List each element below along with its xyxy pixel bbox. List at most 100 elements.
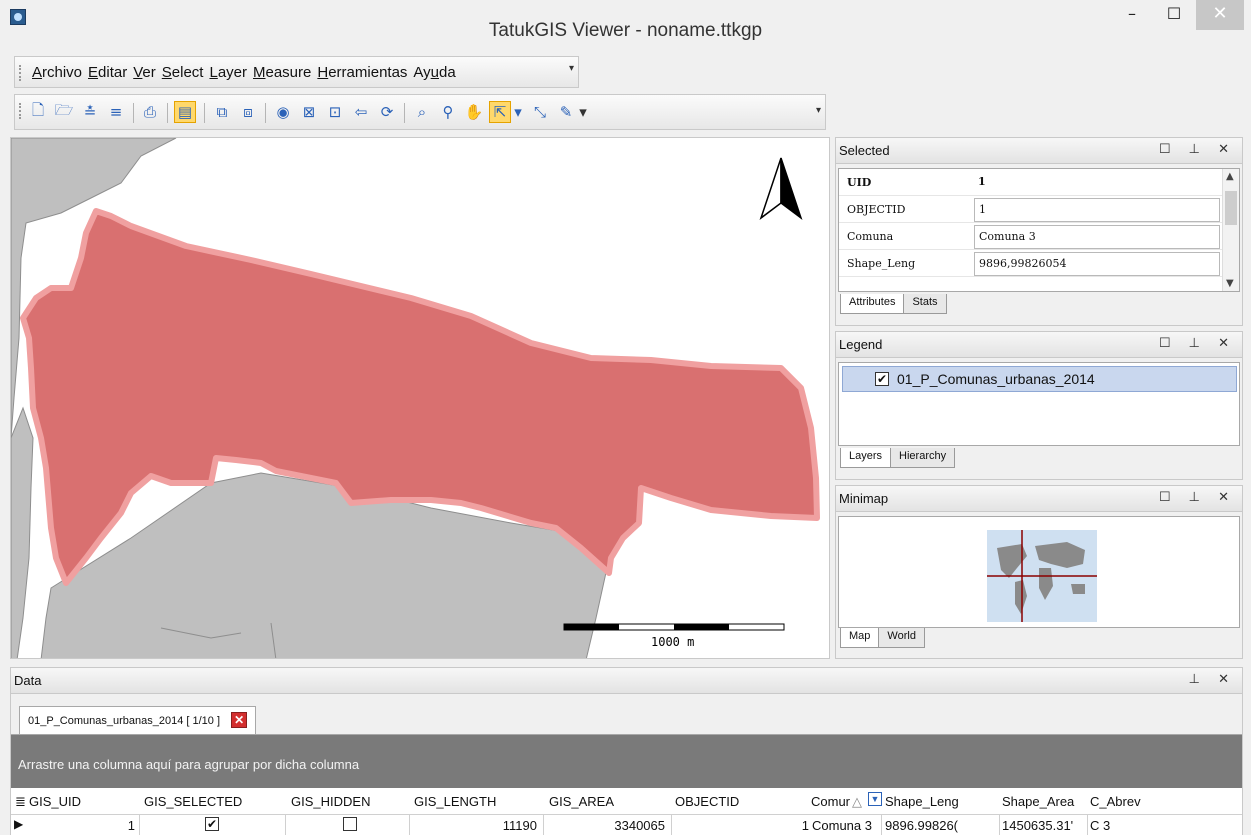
main-toolbar: 🗋 🗁 ≛ ≡ ⎙ ▤ ⧉ ⧈ ◉ ⊠ ⊡ ⇦ ⟳ ⌕ ⚲ ✋ ⇱ ▾ ⤡ ✎ … xyxy=(14,94,826,130)
attr-value-field[interactable]: 1 xyxy=(974,198,1220,222)
column-header-comuna[interactable]: Comur xyxy=(811,794,851,809)
menu-ayuda[interactable]: Ayuda xyxy=(413,63,456,81)
panel-controls[interactable]: ☐ ⊥ ✕ xyxy=(1158,336,1236,351)
export-icon[interactable]: ⧈ xyxy=(243,103,253,121)
layer-data-tab[interactable]: 01_P_Comunas_urbanas_2014 [ 1/10 ] ✕ xyxy=(19,706,257,734)
cell-shape-area[interactable]: 1450635.31' xyxy=(1002,818,1074,833)
tab-world[interactable]: World xyxy=(878,628,925,648)
column-header-c-abrev[interactable]: C_Abrev xyxy=(1090,794,1141,809)
tab-hierarchy[interactable]: Hierarchy xyxy=(890,448,956,468)
edit-properties-icon[interactable]: ▤ xyxy=(174,101,196,123)
close-button[interactable]: ✕ xyxy=(1196,0,1244,30)
column-headers: ≣ GIS_UID GIS_SELECTED GIS_HIDDEN GIS_LE… xyxy=(11,791,1242,813)
toolbar-overflow-icon[interactable]: ▾ xyxy=(815,105,821,116)
menu-ver[interactable]: Ver xyxy=(133,63,156,81)
attributes-grid: UID 1 OBJECTID 1 Comuna Comuna 3 Shape_L… xyxy=(838,168,1240,292)
zoom-extent-icon[interactable]: ⊠ xyxy=(302,103,316,121)
sort-asc-icon[interactable]: △ xyxy=(852,794,862,809)
cell-c-abrev[interactable]: C 3 xyxy=(1090,818,1111,833)
group-by-area[interactable]: Arrastre una columna aquí para agrupar p… xyxy=(11,735,1242,788)
column-header-gis-length[interactable]: GIS_LENGTH xyxy=(414,794,497,809)
menu-select[interactable]: Select xyxy=(161,63,204,81)
pan-hand-icon[interactable]: ✋ xyxy=(464,103,484,121)
selected-commune-polygon[interactable] xyxy=(20,208,820,586)
cell-gis-length[interactable]: 11190 xyxy=(502,818,537,833)
refresh-icon[interactable]: ⟳ xyxy=(380,103,394,121)
data-panel-title: Data xyxy=(14,673,42,688)
menubar-grip[interactable] xyxy=(19,65,22,81)
attr-row-objectid: OBJECTID 1 xyxy=(839,196,1223,223)
copy-icon[interactable]: ⧉ xyxy=(216,103,228,121)
select-arrow-icon[interactable]: ⇱ xyxy=(489,101,511,123)
add-layer-icon[interactable]: ≛ xyxy=(83,103,97,121)
select-tool-icon[interactable]: ⤡ xyxy=(533,103,546,121)
menu-measure[interactable]: Measure xyxy=(253,63,312,81)
magnifier-icon[interactable]: ⚲ xyxy=(442,103,454,121)
minimize-button[interactable]: – xyxy=(1128,4,1136,23)
globe-icon[interactable]: ◉ xyxy=(276,103,290,121)
measure-pencil-icon[interactable]: ✎ xyxy=(559,103,573,121)
column-header-shape-leng[interactable]: Shape_Leng xyxy=(885,794,959,809)
attr-value-field[interactable]: Comuna 3 xyxy=(974,225,1220,249)
scroll-thumb[interactable] xyxy=(1225,191,1237,225)
menubar-overflow-icon[interactable]: ▾ xyxy=(568,63,574,74)
measure-dropdown-icon[interactable]: ▾ xyxy=(579,103,587,121)
column-header-gis-hidden[interactable]: GIS_HIDDEN xyxy=(291,794,371,809)
cell-shape-leng[interactable]: 9896.99826( xyxy=(885,818,959,833)
menu-editar[interactable]: Editar xyxy=(88,63,128,81)
tab-attributes[interactable]: Attributes xyxy=(840,294,905,314)
column-header-objectid[interactable]: OBJECTID xyxy=(675,794,740,809)
legend-layer-row[interactable]: ✔ 01_P_Comunas_urbanas_2014 xyxy=(842,366,1237,392)
minimap-world[interactable] xyxy=(987,530,1097,622)
gis-selected-checkbox[interactable]: ✔ xyxy=(205,817,219,831)
layer-name: 01_P_Comunas_urbanas_2014 xyxy=(897,371,1095,387)
panel-controls[interactable]: ☐ ⊥ ✕ xyxy=(1158,142,1236,157)
table-row[interactable]: ▶ 1 ✔ 11190 3340065 1 Comuna 3 9896.9982… xyxy=(11,814,1242,835)
minimap-panel-tabs: Map World xyxy=(840,628,925,648)
print-icon[interactable]: ⎙ xyxy=(143,103,156,121)
tab-map[interactable]: Map xyxy=(840,628,880,648)
cell-gis-area[interactable]: 3340065 xyxy=(614,818,665,833)
minimap-panel: Minimap ☐ ⊥ ✕ Map World xyxy=(835,485,1243,659)
cell-objectid[interactable]: 1 xyxy=(801,818,809,833)
app-globe-icon[interactable] xyxy=(10,9,26,25)
select-dropdown-icon[interactable]: ▾ xyxy=(514,103,522,121)
panel-controls[interactable]: ⊥ ✕ xyxy=(1188,672,1236,687)
attr-value-field[interactable]: 9896,99826054 xyxy=(974,252,1220,276)
scroll-down-icon[interactable]: ▼ xyxy=(1226,278,1234,289)
filter-icon[interactable]: ▼ xyxy=(868,792,882,806)
column-menu-icon[interactable]: ≣ xyxy=(15,794,26,809)
legend-panel-title: Legend xyxy=(839,337,883,352)
layer-visibility-checkbox[interactable]: ✔ xyxy=(875,372,889,386)
column-header-gis-area[interactable]: GIS_AREA xyxy=(549,794,615,809)
menu-layer[interactable]: Layer xyxy=(209,63,247,81)
attributes-scrollbar[interactable]: ▲ ▼ xyxy=(1222,169,1239,291)
zoom-layer-icon[interactable]: ⊡ xyxy=(328,103,342,121)
menu-archivo[interactable]: Archivo xyxy=(32,63,83,81)
legend-panel-header: Legend ☐ ⊥ ✕ xyxy=(836,332,1242,358)
scroll-up-icon[interactable]: ▲ xyxy=(1226,171,1234,182)
cell-gis-uid[interactable]: 1 xyxy=(127,818,135,833)
column-header-gis-uid[interactable]: GIS_UID xyxy=(29,794,82,809)
new-icon[interactable]: 🗋 xyxy=(31,100,45,119)
remove-layer-icon[interactable]: ≡ xyxy=(109,103,123,121)
maximize-button[interactable]: ☐ xyxy=(1166,4,1182,23)
attr-row-comuna: Comuna Comuna 3 xyxy=(839,223,1223,250)
column-header-gis-selected[interactable]: GIS_SELECTED xyxy=(144,794,243,809)
toolbar-grip[interactable] xyxy=(19,103,22,119)
panel-controls[interactable]: ☐ ⊥ ✕ xyxy=(1158,490,1236,505)
tab-stats[interactable]: Stats xyxy=(903,294,947,314)
attr-key: UID xyxy=(847,176,872,189)
cell-comuna[interactable]: Comuna 3 xyxy=(812,818,872,833)
column-header-shape-area[interactable]: Shape_Area xyxy=(1002,794,1075,809)
back-icon[interactable]: ⇦ xyxy=(354,103,368,121)
open-icon[interactable]: 🗁 xyxy=(54,100,74,119)
menu-herramientas[interactable]: Herramientas xyxy=(317,63,408,81)
map-canvas[interactable]: 1000 m xyxy=(10,137,830,659)
gis-hidden-checkbox[interactable] xyxy=(343,817,357,831)
close-tab-icon[interactable]: ✕ xyxy=(231,712,248,728)
zoom-icon[interactable]: ⌕ xyxy=(417,103,427,121)
tab-layers[interactable]: Layers xyxy=(840,448,892,468)
minimap-view[interactable] xyxy=(838,516,1240,628)
background-land xyxy=(11,138,612,658)
